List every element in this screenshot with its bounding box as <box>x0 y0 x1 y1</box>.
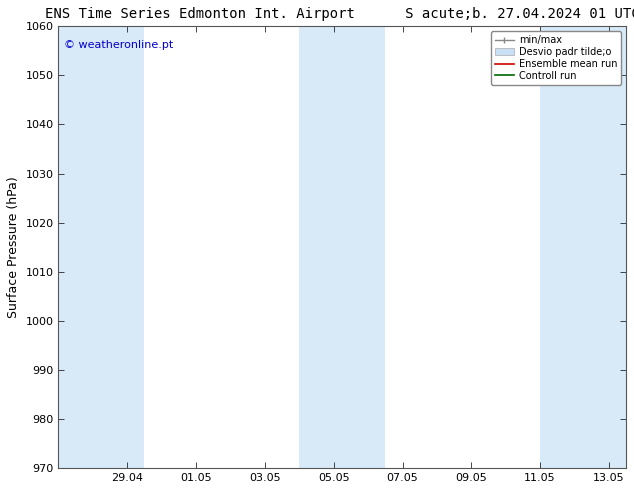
Bar <box>540 26 626 468</box>
Bar <box>299 26 385 468</box>
Legend: min/max, Desvio padr tilde;o, Ensemble mean run, Controll run: min/max, Desvio padr tilde;o, Ensemble m… <box>491 31 621 85</box>
Text: © weatheronline.pt: © weatheronline.pt <box>64 40 174 49</box>
Y-axis label: Surface Pressure (hPa): Surface Pressure (hPa) <box>7 176 20 318</box>
Title: ENS Time Series Edmonton Int. Airport      S acute;b. 27.04.2024 01 UTC: ENS Time Series Edmonton Int. Airport S … <box>45 7 634 21</box>
Bar <box>58 26 145 468</box>
